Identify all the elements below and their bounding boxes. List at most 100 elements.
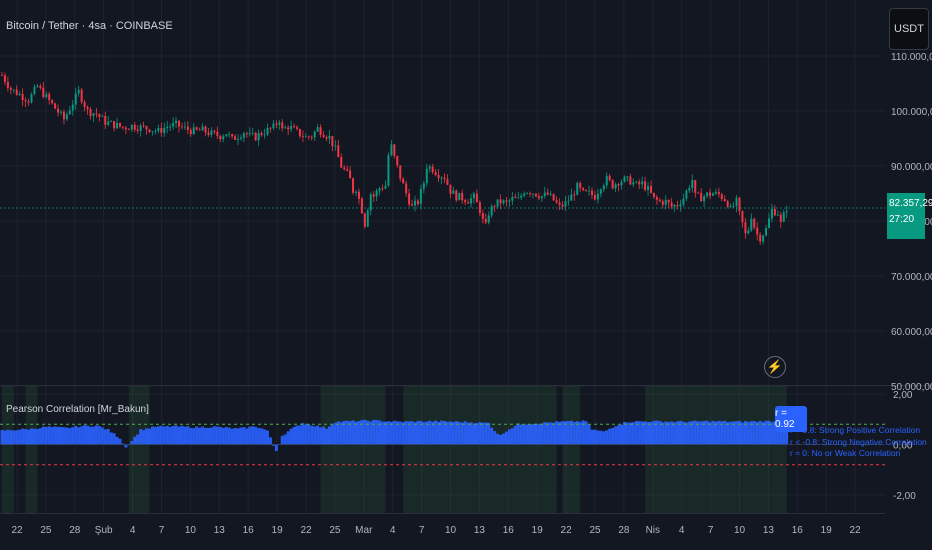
correlation-bar <box>484 422 488 445</box>
candle-body <box>593 195 596 200</box>
candle-body <box>245 133 248 135</box>
candle-body <box>511 196 514 201</box>
correlation-bar <box>667 421 671 445</box>
indicator-axis-label: 2,00 <box>893 390 913 401</box>
candle-body <box>437 174 440 179</box>
candle-body <box>735 197 738 207</box>
candle-body <box>15 89 18 95</box>
highlight-band <box>25 386 38 513</box>
correlation-bar <box>227 427 231 445</box>
candle-body <box>505 200 508 202</box>
correlation-bar <box>6 429 10 445</box>
correlation-bar <box>525 424 529 445</box>
correlation-bar <box>599 430 603 445</box>
correlation-bar <box>124 444 128 448</box>
correlation-bar <box>150 426 154 445</box>
candle-body <box>440 177 443 179</box>
candle-body <box>157 127 160 131</box>
candle-body <box>555 200 558 203</box>
correlation-bar <box>587 424 591 445</box>
candle-body <box>688 187 691 191</box>
correlation-bar <box>47 426 51 445</box>
correlation-bar <box>443 420 446 445</box>
correlation-bar <box>27 429 31 445</box>
candle-body <box>785 211 788 213</box>
correlation-bar <box>283 434 287 445</box>
symbol-title[interactable]: Bitcoin / Tether · 4sa · COINBASE <box>6 20 173 32</box>
candle-body <box>139 125 142 132</box>
correlation-bar <box>614 426 618 445</box>
correlation-bar <box>242 427 246 445</box>
currency-button[interactable]: USDT <box>889 8 929 50</box>
correlation-bar <box>649 421 653 445</box>
correlation-bar <box>578 421 582 445</box>
highlight-band <box>645 386 787 513</box>
correlation-bar <box>89 426 92 445</box>
correlation-bar <box>118 438 122 445</box>
correlation-bar <box>139 429 143 445</box>
correlation-bar <box>12 430 16 445</box>
candle-body <box>647 186 650 190</box>
correlation-bar <box>372 419 376 445</box>
correlation-bar <box>534 423 538 445</box>
correlation-bar <box>336 421 340 445</box>
correlation-bar <box>127 444 131 446</box>
indicator-axis[interactable]: 2,00 0,00 -2,00 <box>893 390 916 502</box>
correlation-bar <box>758 420 762 445</box>
candle-body <box>747 230 750 234</box>
correlation-bar <box>549 422 553 445</box>
candle-body <box>543 192 546 197</box>
price-axis-label: 50.000,00 <box>891 382 932 393</box>
candle-body <box>635 181 638 183</box>
indicator-axis-label: -2,00 <box>893 491 916 502</box>
correlation-bar <box>339 422 343 445</box>
candle-body <box>431 166 434 173</box>
candle-body <box>101 115 104 117</box>
correlation-bar <box>764 420 768 445</box>
candle-body <box>567 200 570 202</box>
correlation-bar <box>575 421 579 445</box>
correlation-series <box>0 419 885 452</box>
candle-body <box>738 197 741 211</box>
candle-body <box>116 122 119 129</box>
highlight-band <box>128 386 150 513</box>
candle-body <box>537 196 540 199</box>
candle-body <box>605 175 608 186</box>
correlation-bar <box>130 441 134 445</box>
time-axis[interactable]: 22 25 28 Şub 4 7 10 13 16 19 22 25 Mar 4 7 10 13 16 19 22 25… <box>11 525 861 536</box>
candle-body <box>213 130 216 132</box>
candle-body <box>661 201 664 205</box>
indicator-title[interactable]: Pearson Correlation [Mr_Bakun] <box>6 404 149 415</box>
correlation-bar <box>375 419 379 445</box>
time-axis-label: 7 <box>419 525 425 536</box>
correlation-bar <box>478 421 482 445</box>
candle-body <box>452 190 455 194</box>
legend-line-negative: r < -0.8: Strong Negative Correlation <box>790 436 927 447</box>
correlation-bar <box>68 428 72 445</box>
candle-body <box>130 124 133 130</box>
correlation-bar <box>749 421 753 445</box>
candle-body <box>617 184 620 186</box>
correlation-bar <box>490 427 494 445</box>
correlation-highlight-bands <box>2 386 787 513</box>
candle-body <box>133 124 136 130</box>
candle-body <box>779 214 782 222</box>
candle-body <box>723 198 726 202</box>
correlation-bar <box>617 425 621 445</box>
correlation-bar <box>457 421 461 445</box>
correlation-bar <box>622 421 626 445</box>
correlation-bar <box>655 420 659 445</box>
correlation-bar <box>201 426 205 445</box>
candle-body <box>304 136 307 138</box>
correlation-bar <box>112 433 116 445</box>
candle-body <box>228 134 231 136</box>
correlation-bar <box>298 425 302 445</box>
lightning-icon[interactable]: ⚡ <box>764 356 786 378</box>
candle-body <box>113 121 116 129</box>
correlation-bar <box>271 444 275 446</box>
legend-line-positive: r > 0.8: Strong Positive Correlation <box>790 425 921 435</box>
time-axis-label: 13 <box>763 525 775 536</box>
highlight-band <box>320 386 386 513</box>
r-value-badge: r = 0.92 <box>775 406 807 432</box>
